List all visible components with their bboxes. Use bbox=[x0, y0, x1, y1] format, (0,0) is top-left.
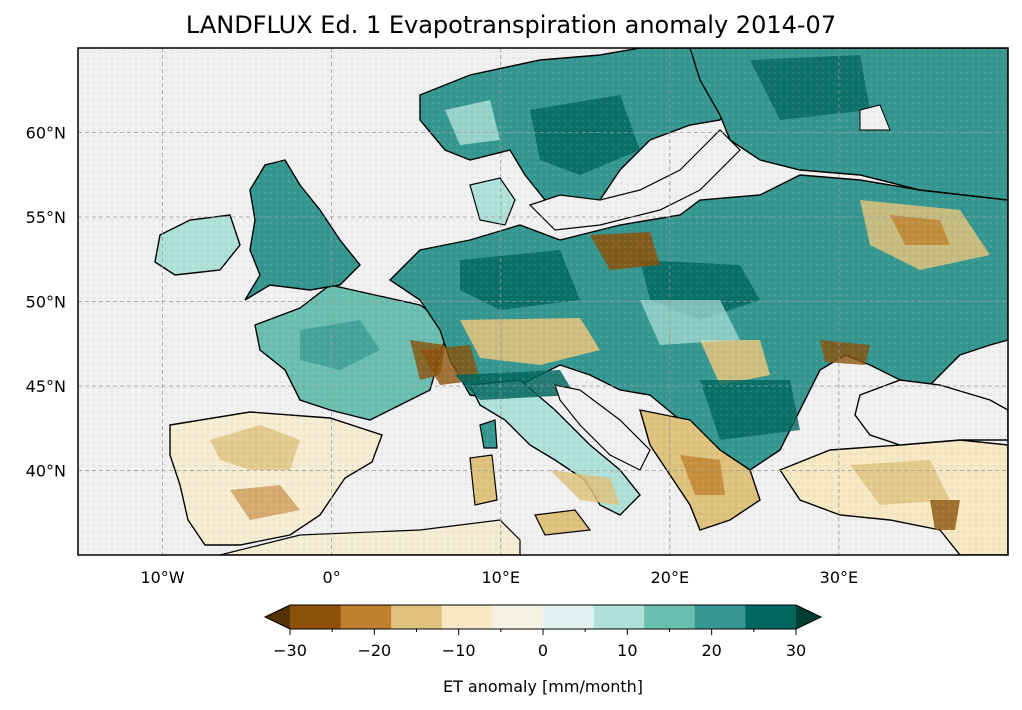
colorbar-segment bbox=[593, 605, 645, 629]
colorbar-tick-label: −30 bbox=[273, 641, 307, 660]
lat-tick-label: 50°N bbox=[26, 293, 66, 312]
colorbar-tick-label: −10 bbox=[442, 641, 476, 660]
lon-ticks: 10°W 0° 10°E 20°E 30°E bbox=[140, 568, 858, 587]
lat-tick-label: 55°N bbox=[26, 208, 66, 227]
lon-tick-label: 30°E bbox=[820, 568, 858, 587]
colorbar-tick-label: 0 bbox=[538, 641, 548, 660]
lat-tick-label: 45°N bbox=[26, 377, 66, 396]
colorbar-segment bbox=[391, 605, 443, 629]
lon-tick-label: 10°E bbox=[481, 568, 519, 587]
colorbar-segment bbox=[644, 605, 696, 629]
colorbar-tick-label: −20 bbox=[357, 641, 391, 660]
lat-tick-label: 60°N bbox=[26, 124, 66, 143]
map-title: LANDFLUX Ed. 1 Evapotranspiration anomal… bbox=[185, 11, 837, 39]
colorbar-tick-label: 20 bbox=[701, 641, 721, 660]
lon-tick-label: 10°W bbox=[140, 568, 184, 587]
colorbar-label: ET anomaly [mm/month] bbox=[443, 677, 643, 696]
colorbar-extend-max bbox=[796, 605, 821, 629]
gridlines bbox=[78, 48, 1008, 555]
colorbar: −30 −20 −10 0 10 20 30 bbox=[263, 604, 823, 660]
colorbar-segment bbox=[543, 605, 595, 629]
colorbar-extend-min bbox=[265, 605, 290, 629]
map-frame bbox=[77, 47, 1009, 556]
colorbar-segment bbox=[492, 605, 544, 629]
lat-ticks: 40°N 45°N 50°N 55°N 60°N bbox=[26, 124, 66, 481]
lon-tick-label: 0° bbox=[323, 568, 341, 587]
colorbar-segment bbox=[290, 605, 342, 629]
colorbar-tick-label: 10 bbox=[617, 641, 637, 660]
colorbar-segment bbox=[340, 605, 392, 629]
lat-tick-label: 40°N bbox=[26, 462, 66, 481]
colorbar-tick-label: 30 bbox=[786, 641, 806, 660]
colorbar-segment bbox=[694, 605, 746, 629]
colorbar-segment bbox=[441, 605, 493, 629]
colorbar-segment bbox=[745, 605, 797, 629]
lon-tick-label: 20°E bbox=[651, 568, 689, 587]
